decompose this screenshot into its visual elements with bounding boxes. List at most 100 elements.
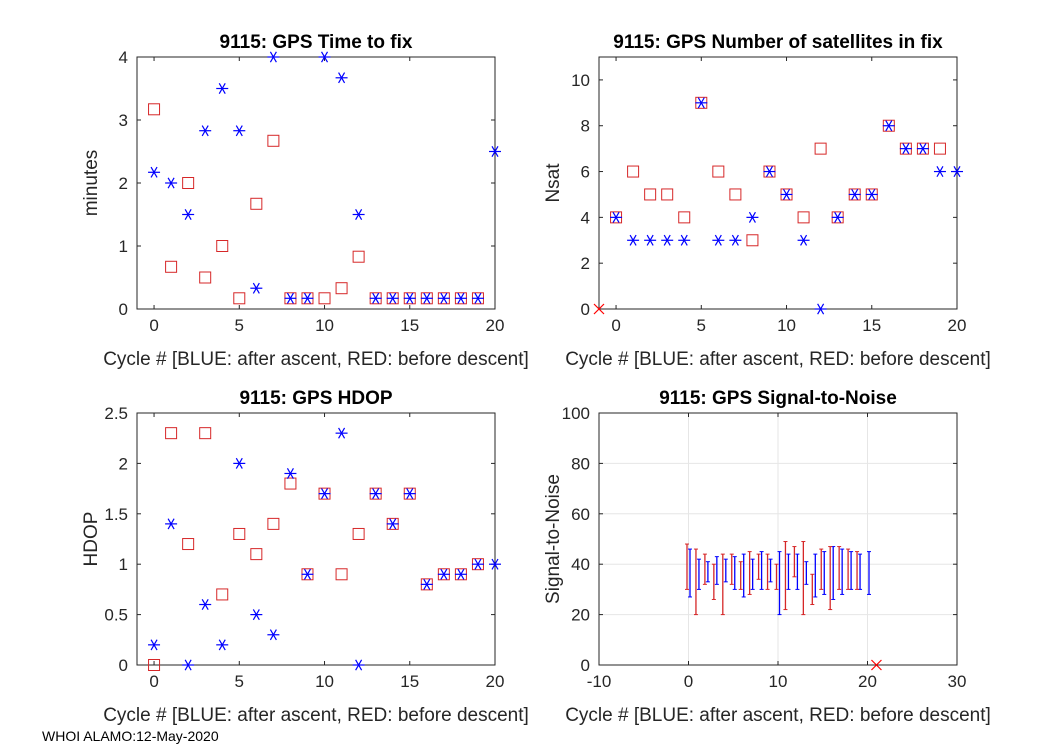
before-descent-point xyxy=(216,240,229,252)
before-descent-point xyxy=(335,568,348,581)
after-ascent-point xyxy=(284,467,297,479)
before-descent-point xyxy=(746,234,759,247)
after-ascent-point xyxy=(712,234,725,246)
after-ascent-point xyxy=(148,166,161,178)
x-tick-label: 15 xyxy=(400,672,419,691)
before-descent-point xyxy=(729,188,742,201)
axes-box xyxy=(598,56,958,310)
y-tick-label: 60 xyxy=(571,505,590,524)
after-ascent-point xyxy=(182,209,195,220)
after-ascent-point xyxy=(369,488,382,500)
after-ascent-point xyxy=(199,599,212,611)
y-axis-label: Signal-to-Noise xyxy=(543,474,564,604)
after-ascent-point xyxy=(267,51,280,63)
x-tick-label: 0 xyxy=(684,672,693,691)
after-ascent-point xyxy=(489,558,501,570)
after-ascent-point xyxy=(420,578,433,590)
after-ascent-point xyxy=(250,282,263,294)
after-ascent-point xyxy=(386,518,399,530)
x-tick-label: -10 xyxy=(587,672,612,691)
chart-title: 9115: GPS Signal-to-Noise xyxy=(659,388,897,409)
after-ascent-point xyxy=(644,234,657,246)
y-tick-label: 0 xyxy=(119,656,128,675)
x-tick-label: 0 xyxy=(149,316,158,335)
x-tick-label: 30 xyxy=(948,672,967,691)
after-ascent-point xyxy=(627,234,640,246)
y-tick-label: 3 xyxy=(119,111,128,130)
y-tick-label: 0 xyxy=(581,656,590,675)
panel-time-to-fix: 0 5 10 15 20 0 1 2 3 4 9115: GPS Time to fix Cycle … xyxy=(81,32,529,370)
x-axis-label: Cycle # [BLUE: after ascent, RED: before… xyxy=(103,349,529,370)
y-tick-label: 1 xyxy=(119,237,128,256)
y-axis-label: HDOP xyxy=(81,512,102,567)
y-axis-label: minutes xyxy=(81,150,102,217)
after-ascent-point xyxy=(454,568,467,580)
after-ascent-point xyxy=(780,188,793,200)
y-tick-label: 6 xyxy=(581,163,590,182)
x-tick-label: 10 xyxy=(769,672,788,691)
after-ascent-point xyxy=(318,488,331,500)
after-ascent-point xyxy=(746,211,759,223)
after-ascent-point xyxy=(848,188,861,200)
after-ascent-point xyxy=(899,143,912,155)
before-descent-point xyxy=(148,103,161,116)
x-tick-label: 20 xyxy=(486,316,505,335)
after-ascent-point xyxy=(233,457,246,469)
after-ascent-point xyxy=(933,166,946,178)
after-ascent-point xyxy=(267,629,280,641)
after-ascent-point xyxy=(951,166,963,178)
before-descent-point xyxy=(267,517,280,530)
before-descent-point xyxy=(233,527,246,540)
after-ascent-point xyxy=(386,292,399,304)
x-tick-label: 15 xyxy=(400,316,419,335)
x-tick-label: 0 xyxy=(611,316,620,335)
after-ascent-point xyxy=(471,558,484,570)
axes-box xyxy=(136,56,496,310)
after-ascent-point xyxy=(301,568,314,580)
before-descent-point xyxy=(216,588,229,601)
y-tick-label: 40 xyxy=(571,555,590,574)
before-descent-point xyxy=(165,260,178,273)
y-tick-label: 100 xyxy=(562,404,590,423)
before-descent-point xyxy=(644,188,657,201)
after-ascent-point xyxy=(489,146,501,157)
x-tick-label: 5 xyxy=(235,316,244,335)
x-axis-label: Cycle # [BLUE: after ascent, RED: before… xyxy=(565,349,991,370)
y-tick-label: 2 xyxy=(119,454,128,473)
after-ascent-point xyxy=(165,177,178,189)
before-descent-point xyxy=(352,527,365,540)
y-axis-label: Nsat xyxy=(543,163,564,203)
before-descent-point xyxy=(318,292,331,305)
before-descent-point xyxy=(199,427,212,440)
after-ascent-point xyxy=(165,518,178,530)
x-tick-label: 10 xyxy=(315,672,334,691)
before-descent-point xyxy=(199,271,212,284)
y-tick-label: 4 xyxy=(581,208,590,227)
after-ascent-point xyxy=(352,659,365,671)
x-tick-label: 0 xyxy=(149,672,158,691)
before-descent-point xyxy=(250,197,263,210)
before-descent-point xyxy=(233,292,246,305)
after-ascent-point xyxy=(199,125,212,137)
x-tick-label: 10 xyxy=(777,316,796,335)
after-ascent-point xyxy=(437,292,450,304)
after-ascent-point xyxy=(233,125,246,137)
footer-stamp: WHOI ALAMO:12-May-2020 xyxy=(42,728,219,744)
after-ascent-point xyxy=(454,292,467,304)
y-tick-label: 8 xyxy=(581,117,590,136)
x-marker xyxy=(593,303,605,315)
y-tick-label: 20 xyxy=(571,606,590,625)
chart-title: 9115: GPS Number of satellites in fix xyxy=(613,32,943,53)
before-descent-point xyxy=(182,177,195,189)
x-tick-label: 15 xyxy=(862,316,881,335)
after-ascent-point xyxy=(216,639,229,651)
after-ascent-point xyxy=(182,659,195,671)
y-tick-label: 2 xyxy=(119,174,128,193)
before-descent-point xyxy=(267,134,280,147)
after-ascent-point xyxy=(695,97,708,109)
after-ascent-point xyxy=(865,188,878,200)
after-ascent-point xyxy=(661,234,674,246)
after-ascent-point xyxy=(352,209,365,220)
x-axis-label: Cycle # [BLUE: after ascent, RED: before… xyxy=(565,705,991,726)
x-marker xyxy=(871,659,882,671)
